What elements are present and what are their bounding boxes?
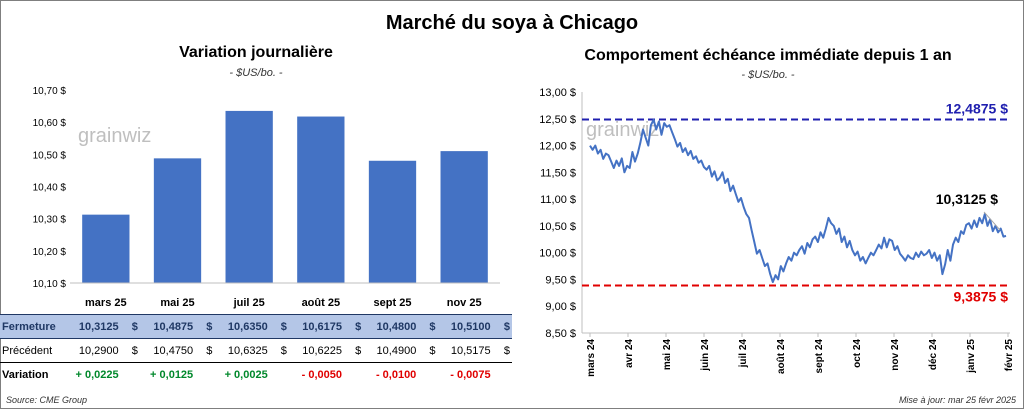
bar	[368, 160, 417, 283]
x-tick-label: avr 24	[624, 339, 635, 368]
table-unit: $	[355, 344, 362, 357]
right-chart-title: Comportement échéance immédiate depuis 1…	[584, 47, 952, 64]
table-cell: - 0,0050	[288, 362, 344, 386]
table-cell: 10,4800	[363, 314, 419, 339]
x-tick-label: août 25	[302, 297, 341, 309]
table-unit: $	[418, 314, 438, 339]
x-tick-label: nov 24	[890, 339, 901, 371]
table-unit: $	[206, 344, 213, 357]
y-tick-label: 10,30 $	[33, 215, 67, 226]
y-tick-label: 9,50 $	[545, 274, 576, 286]
x-tick-label: sept 25	[374, 297, 412, 309]
table-cell: 10,4750	[153, 344, 194, 357]
y-tick-label: 10,50 $	[539, 221, 576, 233]
table-cell: 10,6175	[288, 314, 344, 339]
table-cell: 10,4875	[139, 314, 196, 339]
table-cell: + 0,0125	[139, 362, 196, 386]
x-tick-label: nov 25	[447, 297, 482, 309]
last-value-label: 10,3125 $	[936, 191, 998, 207]
bar-chart: grainwiz 10,10 $ 10,20 $ 10,30 $ 10,40 $ 10,5…	[33, 86, 500, 309]
left-chart-title: Variation journalière	[179, 44, 333, 61]
update-note: Mise à jour: mar 25 févr 2025	[898, 395, 1016, 405]
watermark-logo: grainwiz	[78, 125, 151, 147]
y-tick-label: 10,20 $	[33, 247, 67, 258]
y-tick-label: 10,50 $	[33, 150, 67, 161]
x-tick-label: oct 24	[852, 339, 863, 368]
price-table: Fermeture 10,3125 $ 10,4875 $ 10,6350 $ 10,…	[0, 314, 512, 386]
y-tick-label: 12,00 $	[539, 141, 576, 153]
table-unit: $	[269, 314, 289, 339]
x-tick-label: juin 24	[700, 339, 711, 372]
x-tick-label: mars 25	[85, 297, 127, 309]
price-line	[589, 118, 1007, 284]
x-tick-label: mars 24	[586, 339, 597, 377]
table-unit: $	[280, 344, 287, 357]
x-tick-label: déc 24	[928, 339, 939, 371]
table-cell: 10,3125	[65, 314, 121, 339]
source-note: Source: CME Group	[6, 395, 88, 405]
row-label: Fermeture	[0, 314, 66, 339]
table-row-variation: Variation + 0,0225 + 0,0125 + 0,0025 - 0…	[0, 362, 512, 386]
x-tick-label: juil 24	[738, 339, 749, 369]
table-unit: $	[131, 344, 138, 357]
table-unit: $	[429, 344, 436, 357]
x-tick-label: janv 25	[966, 339, 977, 374]
left-chart-subtitle: - $US/bo. -	[229, 67, 283, 79]
y-tick-label: 10,40 $	[33, 183, 67, 194]
x-tick-label: juil 25	[233, 297, 265, 309]
y-tick-label: 10,00 $	[539, 248, 576, 260]
table-cell: 10,6225	[302, 344, 342, 357]
table-unit: $	[195, 314, 215, 339]
table-cell: 10,5175	[450, 344, 491, 357]
table-cell: + 0,0025	[214, 362, 270, 386]
y-tick-label: 11,00 $	[540, 194, 576, 206]
table-row-previous: Précédent 10,2900 $ 10,4750 $ 10,6325 $ 10,…	[0, 339, 512, 363]
table-cell: - 0,0075	[437, 362, 493, 386]
y-tick-label: 10,10 $	[33, 279, 67, 290]
table-cell: 10,6325	[227, 344, 268, 357]
table-unit: $	[344, 314, 364, 339]
bar	[297, 116, 345, 283]
row-label: Précédent	[2, 344, 53, 357]
y-tick-label: 11,50 $	[540, 167, 576, 179]
x-tick-label: mai 24	[662, 339, 673, 371]
y-tick-label: 13,00 $	[539, 87, 576, 99]
right-chart-subtitle: - $US/bo. -	[741, 69, 795, 81]
table-cell: 10,2900	[78, 344, 119, 357]
y-tick-label: 10,60 $	[33, 118, 67, 129]
y-tick-label: 10,70 $	[33, 86, 67, 97]
bar	[153, 158, 202, 283]
x-tick-label: mai 25	[160, 297, 194, 309]
x-tick-label: août 24	[776, 339, 787, 374]
table-unit: $	[503, 344, 510, 357]
x-tick-label: sept 24	[814, 339, 825, 374]
reference-label: 12,4875 $	[946, 100, 1008, 116]
x-tick-label: févr 25	[1004, 339, 1015, 372]
bar	[225, 110, 273, 284]
y-tick-label: 9,00 $	[545, 301, 576, 313]
page-title: Marché du soya à Chicago	[385, 12, 639, 34]
reference-label: 9,3875 $	[954, 288, 1009, 304]
table-cell: 10,4900	[376, 344, 417, 357]
y-tick-label: 12,50 $	[539, 114, 576, 126]
table-cell: 10,5100	[437, 314, 493, 339]
table-unit: $	[120, 314, 140, 339]
table-cell: 10,6350	[214, 314, 270, 339]
bar	[82, 214, 130, 283]
table-unit: $	[492, 314, 512, 339]
table-row-close: Fermeture 10,3125 $ 10,4875 $ 10,6350 $ 10,…	[0, 314, 512, 339]
bar	[440, 151, 488, 283]
table-cell: + 0,0225	[65, 362, 121, 386]
y-tick-label: 8,50 $	[545, 328, 576, 340]
last-value-leader	[983, 211, 1001, 231]
row-label: Variation	[0, 362, 66, 386]
table-cell: - 0,0100	[363, 362, 419, 386]
